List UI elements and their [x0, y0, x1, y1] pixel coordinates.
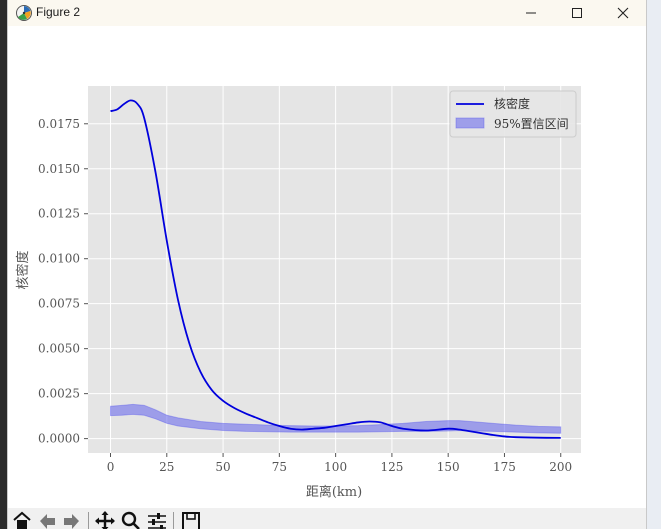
y-tick-label: 0.0150	[38, 162, 80, 176]
x-tick-label: 25	[159, 460, 174, 474]
y-tick-label: 0.0025	[38, 387, 80, 401]
toolbar-separator	[88, 512, 89, 529]
matplotlib-figure-icon	[16, 5, 32, 21]
figure-canvas[interactable]: 0 25 50 75 100 125 150 175 200 0.0000 0.0025 0.0050…	[8, 26, 646, 508]
desktop-background-left	[0, 0, 8, 529]
forward-icon[interactable]	[61, 510, 83, 529]
kde-chart: 0 25 50 75 100 125 150 175 200 0.0000 0.0025 0.0050…	[15, 86, 581, 500]
close-icon	[617, 7, 629, 19]
minimize-icon	[526, 12, 536, 14]
window-title: Figure 2	[36, 5, 81, 19]
y-tick-label: 0.0175	[38, 117, 80, 131]
legend-label-kde: 核密度	[494, 96, 530, 111]
desktop-background-right	[646, 0, 661, 529]
y-axis-label: 核密度	[15, 250, 31, 289]
minimize-button[interactable]	[508, 0, 554, 26]
back-icon[interactable]	[36, 510, 58, 529]
y-tick-label: 0.0100	[38, 252, 80, 266]
x-tick-label: 175	[493, 460, 516, 474]
y-tick-label: 0.0075	[38, 297, 80, 311]
zoom-icon[interactable]	[120, 510, 142, 529]
confidence-band	[110, 403, 562, 434]
maximize-button[interactable]	[554, 0, 600, 26]
kde-line	[110, 99, 561, 439]
y-tick-label: 0.0050	[38, 342, 80, 356]
toolbar-separator	[173, 512, 174, 529]
x-tick-label: 125	[380, 460, 403, 474]
title-bar[interactable]: Figure 2	[8, 0, 646, 26]
x-tick-label: 50	[215, 460, 230, 474]
x-tick-label: 100	[324, 460, 347, 474]
x-tick-label: 75	[272, 460, 287, 474]
navigation-toolbar	[8, 508, 646, 529]
x-axis-label: 距离(km)	[306, 484, 362, 500]
legend-band-swatch	[455, 117, 485, 129]
configure-subplots-icon[interactable]	[146, 510, 168, 529]
close-button[interactable]	[600, 0, 646, 26]
x-tick-label: 0	[107, 460, 115, 474]
maximize-icon	[572, 8, 582, 18]
save-icon[interactable]	[180, 510, 202, 529]
home-icon[interactable]	[11, 510, 33, 529]
figure-window: Figure 2 0 25 50 75 100 125 150 175 200 0.0000 0.0…	[8, 0, 646, 529]
pan-icon[interactable]	[94, 510, 116, 529]
x-tick-label: 200	[549, 460, 572, 474]
plot-area	[88, 86, 581, 453]
y-tick-label: 0.0000	[38, 432, 80, 446]
y-tick-label: 0.0125	[38, 207, 80, 221]
legend: 核密度 95%置信区间	[449, 90, 577, 138]
legend-label-band: 95%置信区间	[494, 117, 569, 131]
x-tick-label: 150	[437, 460, 460, 474]
